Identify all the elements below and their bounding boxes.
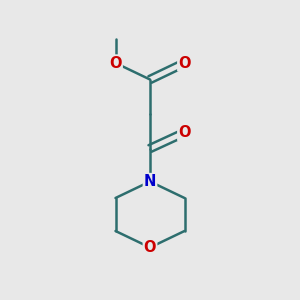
Text: O: O <box>178 56 191 70</box>
Text: O: O <box>178 125 191 140</box>
Text: O: O <box>144 240 156 255</box>
Text: N: N <box>144 174 156 189</box>
Text: O: O <box>109 56 122 70</box>
